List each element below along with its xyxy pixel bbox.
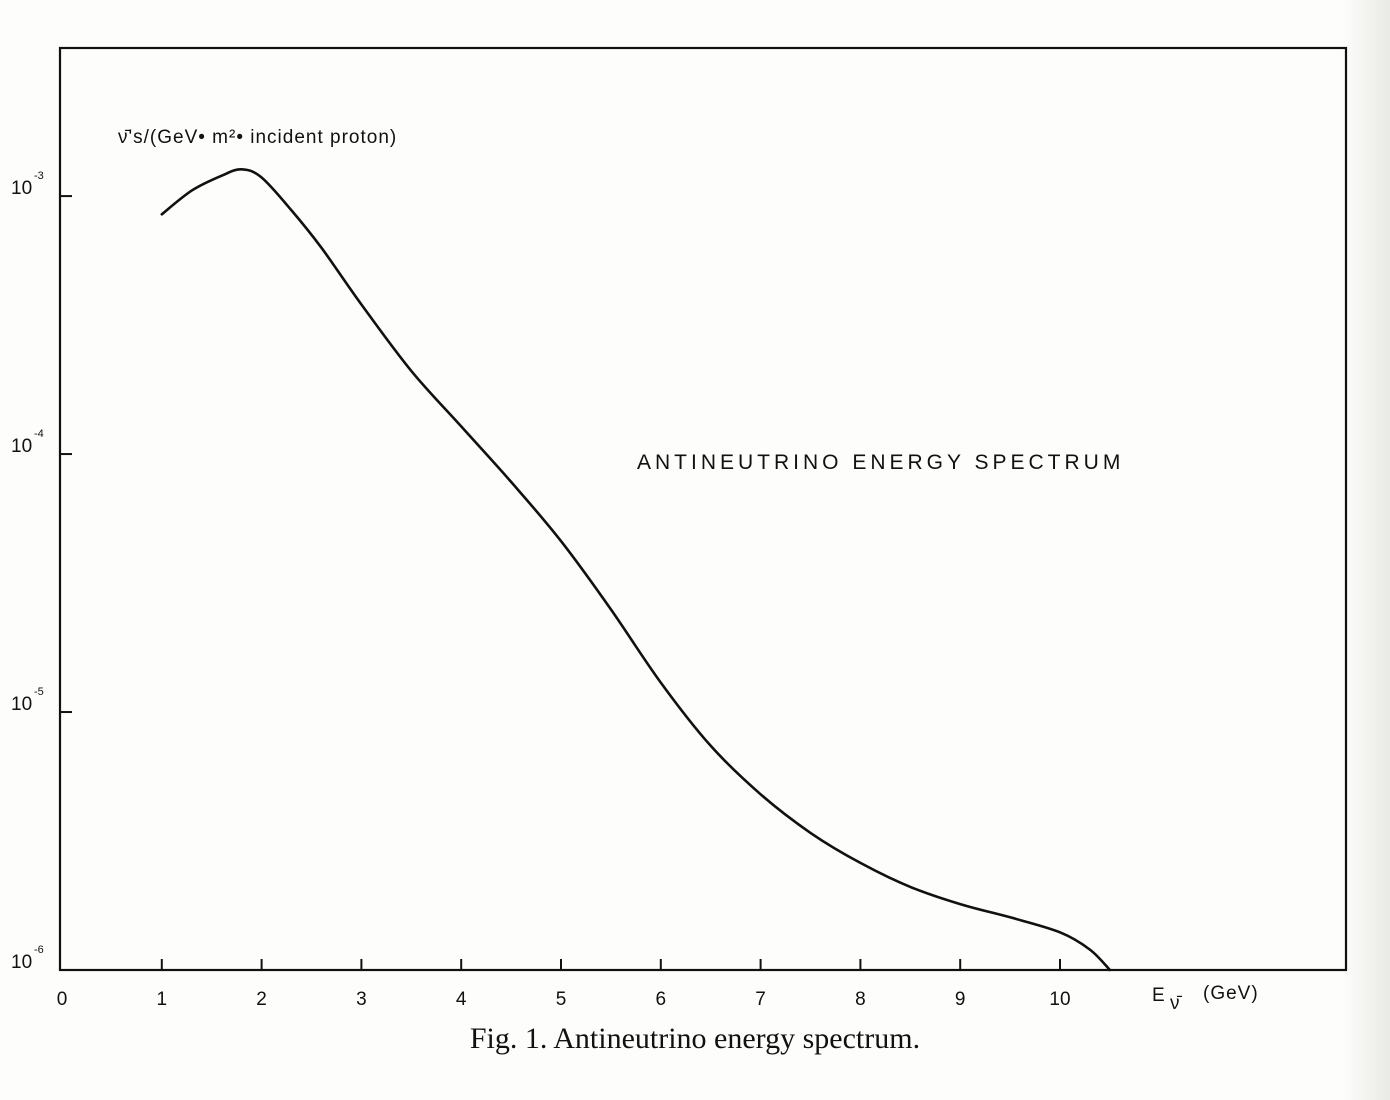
x-tick-label: 3 — [356, 989, 367, 1010]
page-edge-shading — [1342, 0, 1390, 1100]
x-tick-label: 2 — [256, 989, 267, 1010]
x-tick-label: 10 — [1049, 989, 1070, 1010]
x-tick-label: 9 — [955, 989, 966, 1010]
y-tick-label: 10 — [11, 178, 32, 199]
y-tick-label: 10 — [11, 694, 32, 715]
x-axis-ticks: 0 1 2 3 4 5 6 7 8 9 10 — [57, 959, 1071, 1010]
y-axis-ticks: 10-310-410-510-6 — [11, 170, 72, 973]
y-axis-label: ν̄'s/(GeV• m²• incident proton) — [118, 127, 397, 148]
y-tick-exponent: -4 — [34, 428, 44, 440]
spectrum-curve — [160, 167, 1112, 972]
y-tick-label: 10 — [11, 436, 32, 457]
x-tick-label: 0 — [57, 989, 68, 1010]
chart-title: ANTINEUTRINO ENERGY SPECTRUM — [637, 451, 1124, 474]
x-axis-label-main: E — [1152, 985, 1166, 1006]
x-tick-label: 4 — [456, 989, 467, 1010]
x-axis-label-subscript: ν̄ — [1170, 993, 1183, 1010]
x-tick-label: 5 — [556, 989, 567, 1010]
plot-frame — [58, 46, 1348, 972]
figure-caption: Fig. 1. Antineutrino energy spectrum. — [469, 1022, 921, 1055]
y-tick-exponent: -6 — [34, 944, 44, 956]
y-tick-exponent: -5 — [34, 686, 44, 698]
x-axis-label-unit: (GeV) — [1203, 983, 1259, 1004]
x-tick-label: 1 — [157, 989, 168, 1010]
x-tick-label: 6 — [656, 989, 667, 1010]
y-tick-label: 10 — [11, 952, 32, 973]
x-tick-label: 8 — [855, 989, 866, 1010]
x-tick-label: 7 — [755, 989, 766, 1010]
y-tick-exponent: -3 — [34, 170, 44, 182]
chart: 0 1 2 3 4 5 6 7 8 9 10 10-310-410-510-6 ν̄'s/(GeV•… — [11, 46, 1348, 1010]
